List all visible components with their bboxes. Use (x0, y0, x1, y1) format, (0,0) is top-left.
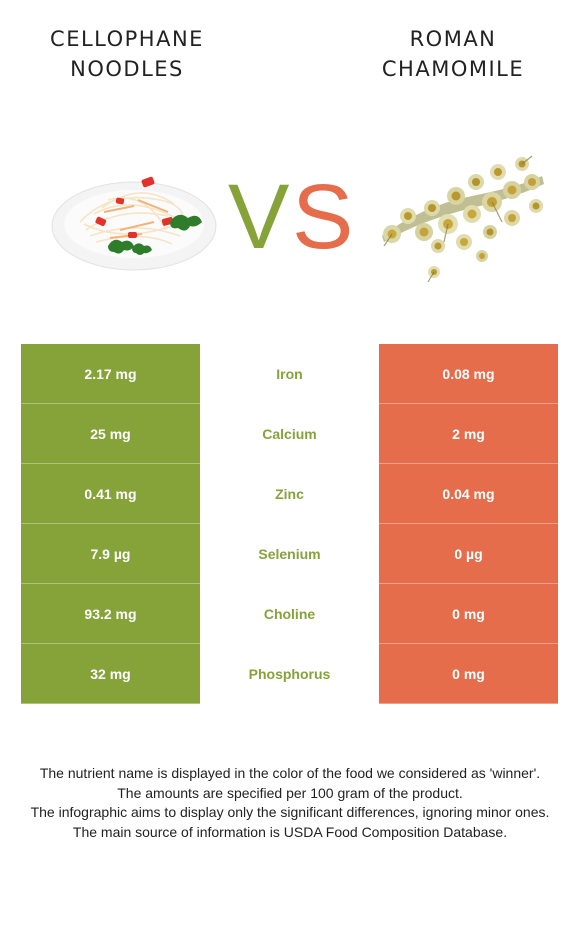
left-value: 7.9 µg (21, 524, 200, 584)
vs-letter-v: V (228, 170, 289, 260)
left-value: 25 mg (21, 404, 200, 464)
footnote-line: The nutrient name is displayed in the co… (39, 765, 541, 781)
footnote-line: The main source of information is USDA F… (72, 823, 508, 840)
right-value: 0 mg (379, 644, 558, 704)
right-value: 0.08 mg (379, 344, 558, 404)
left-value: 0.41 mg (21, 464, 200, 524)
vs-letter-s: S (292, 170, 352, 260)
roman-chamomile-image (382, 155, 544, 283)
left-value: 32 mg (21, 644, 200, 704)
nutrient-name: Selenium (200, 524, 379, 584)
right-value: 0 mg (379, 584, 558, 644)
cellophane-noodles-image (51, 176, 217, 271)
footnote-line: The amounts are specified per 100 gram o… (117, 784, 463, 801)
nutrient-name: Iron (200, 344, 379, 404)
footnote-line: The infographic aims to display only the… (30, 804, 550, 820)
table-row: 93.2 mg Choline 0 mg (21, 584, 558, 644)
nutrient-name: Phosphorus (200, 644, 379, 704)
comparison-table: 2.17 mg Iron 0.08 mg 25 mg Calcium 2 mg … (21, 344, 558, 704)
right-food-title: ROMAN CHAMOMILE (381, 27, 525, 81)
table-row: 32 mg Phosphorus 0 mg (21, 644, 558, 704)
nutrient-name: Choline (200, 584, 379, 644)
left-value: 93.2 mg (21, 584, 200, 644)
left-food-title: CELLOPHANE NOODLES (50, 27, 204, 81)
table-row: 25 mg Calcium 2 mg (21, 404, 558, 464)
table-row: 2.17 mg Iron 0.08 mg (21, 344, 558, 404)
right-value: 0.04 mg (379, 464, 558, 524)
nutrient-name: Zinc (200, 464, 379, 524)
right-value: 2 mg (379, 404, 558, 464)
table-row: 0.41 mg Zinc 0.04 mg (21, 464, 558, 524)
vs-logo: V S (228, 170, 352, 260)
table-row: 7.9 µg Selenium 0 µg (21, 524, 558, 584)
left-value: 2.17 mg (21, 344, 200, 404)
footnote: The nutrient name is displayed in the co… (18, 764, 562, 842)
right-value: 0 µg (379, 524, 558, 584)
nutrient-name: Calcium (200, 404, 379, 464)
